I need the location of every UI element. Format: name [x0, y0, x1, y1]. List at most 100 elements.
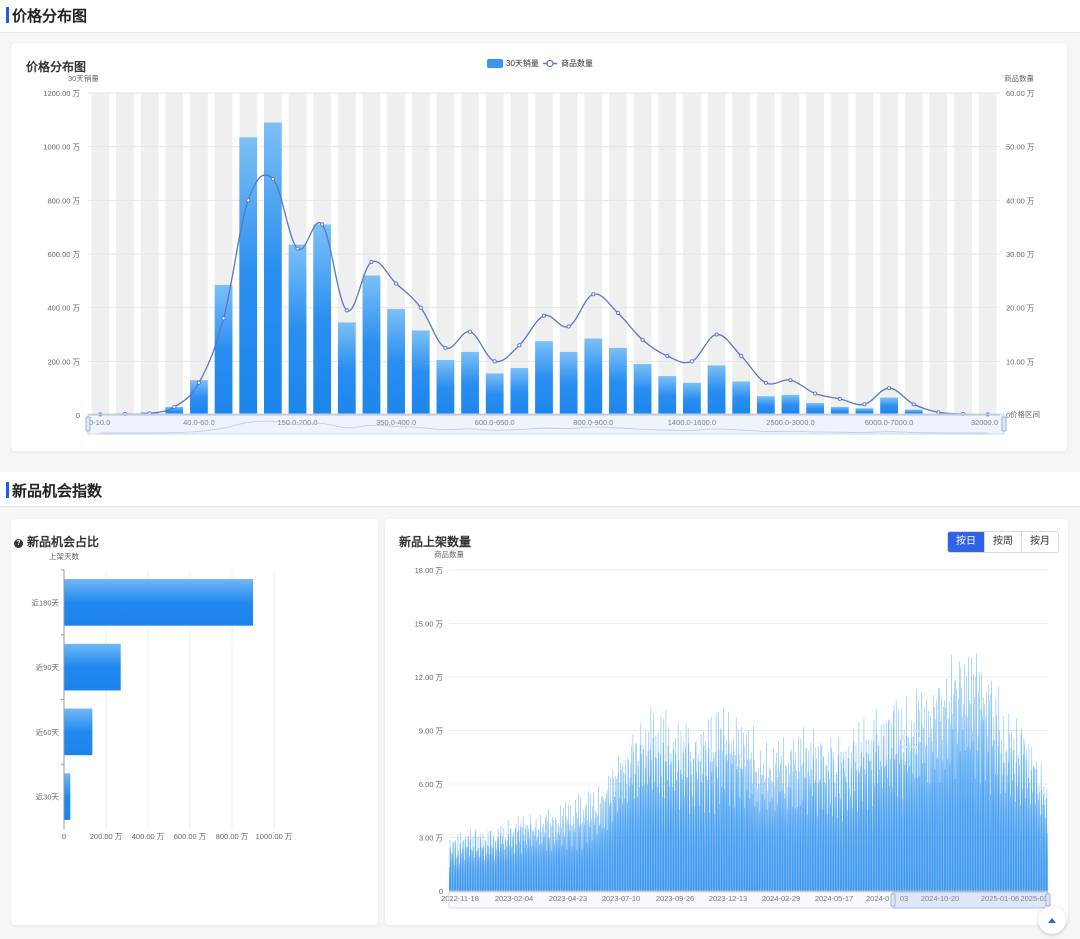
price-bar[interactable] — [707, 365, 726, 415]
granularity-toggle[interactable]: 按日 按周 按月 — [947, 531, 1059, 553]
price-x-tick: 1400.0-1600.0 — [668, 418, 716, 427]
price-count-point[interactable] — [270, 176, 275, 181]
price-count-point[interactable] — [541, 313, 547, 318]
price-count-point[interactable] — [492, 359, 497, 364]
question-circle-icon[interactable]: ? — [14, 539, 23, 548]
price-bar[interactable] — [658, 376, 677, 415]
price-bar[interactable] — [633, 364, 652, 415]
launch-bar — [740, 726, 742, 891]
price-count-point[interactable] — [763, 380, 768, 385]
launch-zoom-window[interactable] — [892, 891, 1049, 909]
price-bar[interactable] — [485, 373, 504, 415]
price-bar[interactable] — [559, 351, 578, 415]
price-count-point[interactable] — [369, 259, 374, 265]
weekly-button[interactable]: 按周 — [984, 532, 1021, 552]
launch-zoom-slider[interactable] — [448, 891, 1051, 909]
launch-bar — [913, 722, 915, 891]
price-bar[interactable] — [288, 244, 307, 415]
price-count-point[interactable] — [443, 345, 448, 350]
price-count-point[interactable] — [862, 402, 867, 407]
launch-bar — [964, 750, 966, 891]
price-bar[interactable] — [165, 406, 184, 415]
price-bar[interactable] — [584, 338, 603, 415]
launch-bar — [910, 751, 911, 891]
price-bar[interactable] — [461, 351, 479, 415]
launch-zoom-handle-left[interactable] — [890, 893, 896, 907]
price-bar[interactable] — [313, 224, 332, 415]
price-count-point[interactable] — [418, 305, 423, 310]
opp-bar[interactable] — [64, 708, 93, 756]
price-count-point[interactable] — [887, 386, 892, 391]
launch-bar — [626, 784, 627, 891]
price-count-point[interactable] — [517, 343, 522, 348]
price-count-point[interactable] — [739, 353, 744, 359]
price-count-point[interactable] — [221, 316, 226, 321]
launch-bar — [883, 736, 884, 891]
launch-bar — [604, 801, 606, 891]
launch-bar — [638, 760, 639, 891]
daily-button[interactable]: 按日 — [948, 532, 984, 552]
price-count-point[interactable] — [714, 332, 719, 337]
price-bar[interactable] — [830, 406, 849, 415]
launch-bar — [835, 774, 837, 891]
price-count-point[interactable] — [566, 324, 571, 329]
price-y-tick: 1200.00 万 — [43, 89, 80, 98]
price-count-point[interactable] — [246, 198, 251, 203]
price-bar[interactable] — [855, 408, 874, 415]
price-count-point[interactable] — [295, 246, 300, 251]
price-count-point[interactable] — [320, 222, 325, 227]
price-count-point[interactable] — [394, 281, 399, 286]
price-count-point[interactable] — [665, 353, 670, 359]
price-bar[interactable] — [510, 368, 529, 415]
launch-bar — [798, 736, 799, 891]
price-bar[interactable] — [263, 122, 282, 416]
price-bar[interactable] — [337, 322, 356, 415]
price-bar[interactable] — [904, 409, 923, 415]
price-count-point[interactable] — [813, 391, 818, 396]
restore-zoom-icon[interactable] — [902, 730, 920, 748]
price-count-point[interactable] — [689, 359, 694, 364]
launch-bar — [649, 749, 651, 891]
price-count-point[interactable] — [911, 402, 916, 407]
price-bar[interactable] — [411, 330, 430, 415]
price-bar[interactable] — [239, 137, 258, 415]
price-bar[interactable] — [387, 309, 405, 415]
monthly-button[interactable]: 按月 — [1021, 532, 1058, 552]
launch-bar — [514, 828, 516, 891]
price-x-tick: 600.0-650.0 — [475, 418, 515, 427]
launch-bar — [892, 786, 893, 891]
opp-bar[interactable] — [64, 643, 121, 691]
launch-bar — [708, 747, 710, 891]
price-bar[interactable] — [362, 275, 381, 415]
price-count-point[interactable] — [640, 337, 645, 342]
launch-zoom-handle-right[interactable] — [1045, 893, 1051, 907]
price-zoom-handle-right[interactable] — [1001, 416, 1007, 432]
price-count-point[interactable] — [837, 396, 842, 401]
price-bar[interactable] — [535, 341, 553, 415]
price-count-point[interactable] — [196, 380, 201, 385]
price-zoom-handle-left[interactable] — [85, 416, 91, 432]
price-bar[interactable] — [214, 284, 233, 415]
price-count-point[interactable] — [468, 329, 473, 334]
price-bar[interactable] — [683, 382, 701, 415]
price-bar[interactable] — [880, 397, 898, 415]
price-bar[interactable] — [806, 402, 825, 415]
launch-bar — [488, 845, 490, 891]
price-bar[interactable] — [756, 396, 775, 415]
price-count-point[interactable] — [591, 292, 596, 297]
price-bar[interactable] — [732, 381, 751, 415]
price-legend[interactable]: 30天销量 商品数量 — [487, 58, 593, 68]
launch-bar — [908, 736, 909, 891]
price-bar[interactable] — [781, 394, 800, 415]
price-count-point[interactable] — [344, 308, 349, 313]
back-to-top-button[interactable] — [1038, 906, 1066, 934]
price-bar[interactable] — [609, 347, 627, 415]
opp-bar[interactable] — [64, 579, 253, 626]
price-count-point[interactable] — [172, 404, 177, 410]
price-zoom-slider[interactable] — [85, 413, 1007, 435]
opp-bar[interactable] — [64, 773, 71, 820]
launch-bar — [639, 787, 640, 891]
price-count-point[interactable] — [615, 310, 620, 316]
price-count-point[interactable] — [788, 378, 793, 383]
price-bar[interactable] — [436, 359, 455, 415]
